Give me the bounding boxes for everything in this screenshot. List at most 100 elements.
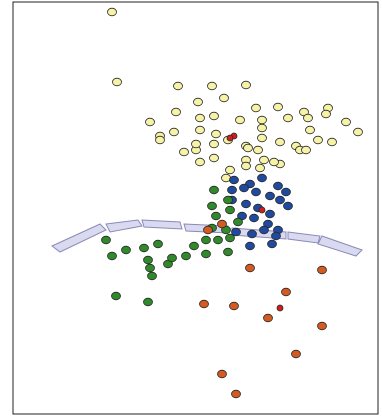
data-point <box>155 135 165 145</box>
data-point <box>221 173 231 183</box>
data-point <box>195 125 205 135</box>
data-point <box>301 145 311 155</box>
data-point <box>233 217 243 227</box>
band-segment <box>51 223 107 253</box>
data-point <box>263 313 273 323</box>
data-point <box>231 227 241 237</box>
data-point <box>283 113 293 123</box>
data-point <box>225 165 235 175</box>
data-point <box>317 321 327 331</box>
data-point <box>225 233 235 243</box>
data-point <box>283 201 293 211</box>
data-point <box>255 163 265 173</box>
data-point <box>231 389 241 399</box>
data-point <box>273 181 283 191</box>
data-point <box>203 225 213 235</box>
data-point <box>223 247 233 257</box>
data-point <box>257 173 267 183</box>
data-point <box>239 183 249 193</box>
data-point <box>271 231 281 241</box>
data-point <box>313 135 323 145</box>
data-point <box>201 235 211 245</box>
data-point <box>273 102 283 112</box>
data-point <box>247 229 257 239</box>
data-point <box>225 205 235 215</box>
band-segment <box>287 231 321 244</box>
data-point <box>111 291 121 301</box>
band-segment <box>317 235 363 257</box>
data-point <box>211 129 221 139</box>
data-point <box>209 139 219 149</box>
data-point <box>259 155 269 165</box>
band-segment <box>105 219 143 233</box>
data-point <box>341 117 351 127</box>
data-point <box>241 199 251 209</box>
data-point <box>167 253 177 263</box>
data-point <box>112 77 122 87</box>
data-point <box>209 153 219 163</box>
data-point <box>173 81 183 91</box>
data-point <box>249 213 259 223</box>
data-point <box>191 139 201 149</box>
data-point <box>227 185 237 195</box>
data-point <box>179 147 189 157</box>
data-point <box>209 185 219 195</box>
data-point <box>107 251 117 261</box>
data-point <box>269 157 279 167</box>
data-point <box>327 137 337 147</box>
data-point <box>281 287 291 297</box>
data-point <box>195 113 205 123</box>
data-point <box>243 143 253 153</box>
data-point <box>199 299 209 309</box>
data-point <box>217 369 227 379</box>
data-point <box>259 225 269 235</box>
data-point <box>195 157 205 167</box>
data-point <box>353 127 363 137</box>
data-point <box>143 255 153 265</box>
data-point <box>219 93 229 103</box>
data-point <box>229 175 239 185</box>
data-point <box>193 97 203 107</box>
data-point <box>241 161 251 171</box>
data-point <box>267 239 277 249</box>
data-point <box>211 211 221 221</box>
data-point <box>145 263 155 273</box>
data-point <box>107 7 117 17</box>
data-point <box>258 206 266 214</box>
plot-frame <box>12 1 379 415</box>
data-point <box>245 241 255 251</box>
data-point <box>201 249 211 259</box>
data-point <box>121 245 131 255</box>
data-point <box>226 134 234 142</box>
band-segment <box>141 219 183 230</box>
data-point <box>291 349 301 359</box>
data-point <box>171 107 181 117</box>
data-point <box>181 251 191 261</box>
data-point <box>265 209 275 219</box>
data-point <box>281 187 291 197</box>
data-point <box>145 117 155 127</box>
data-point <box>143 297 153 307</box>
data-point <box>257 133 267 143</box>
data-point <box>303 113 313 123</box>
data-points <box>101 7 363 399</box>
data-point <box>217 219 227 229</box>
data-point <box>276 304 284 312</box>
data-point <box>275 137 285 147</box>
data-point <box>257 115 267 125</box>
data-point <box>251 103 261 113</box>
data-point <box>207 81 217 91</box>
data-point <box>213 235 223 245</box>
curved-band <box>51 219 363 257</box>
data-point <box>245 263 255 273</box>
data-point <box>251 187 261 197</box>
data-point <box>207 201 217 211</box>
data-point <box>209 111 219 121</box>
data-point <box>229 301 239 311</box>
data-point <box>169 127 179 137</box>
data-point <box>275 195 285 205</box>
data-point <box>235 115 245 125</box>
data-point <box>257 123 267 133</box>
data-point <box>153 239 163 249</box>
